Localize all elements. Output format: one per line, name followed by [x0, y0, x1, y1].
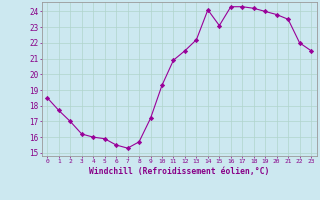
X-axis label: Windchill (Refroidissement éolien,°C): Windchill (Refroidissement éolien,°C) [89, 167, 269, 176]
